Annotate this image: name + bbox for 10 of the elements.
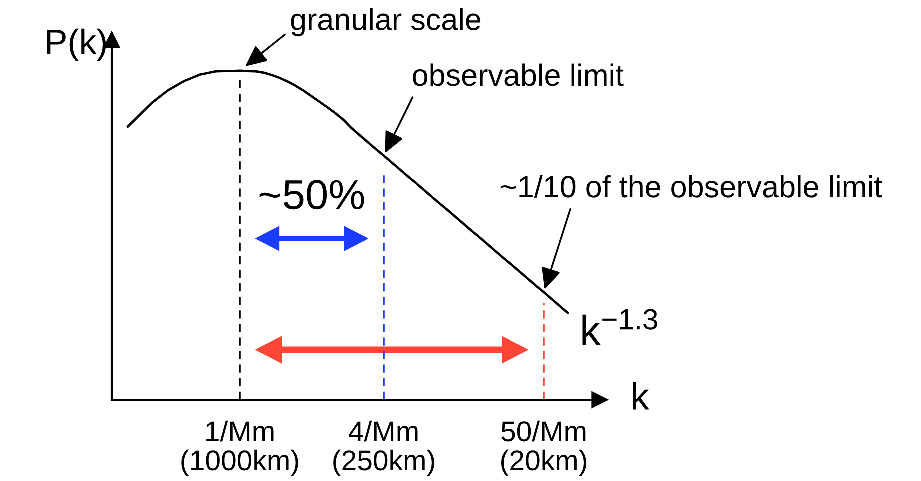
y-axis-title: P(k)	[47, 28, 106, 62]
annotation: observable limit	[413, 64, 624, 86]
x-axis-title: k	[633, 382, 650, 410]
x-tick-label: 4/Mm (250km)	[334, 420, 434, 476]
annotation: ~50%	[260, 180, 364, 210]
x-tick-label: 50/Mm (20km)	[501, 420, 587, 476]
annotation: granular scale	[291, 8, 481, 37]
x-tick-label: 1/Mm (1000km)	[182, 420, 298, 476]
series-label: k$^{−1.3}$	[582, 309, 658, 346]
annotation: ~1/10 of the observable limit	[500, 175, 882, 198]
